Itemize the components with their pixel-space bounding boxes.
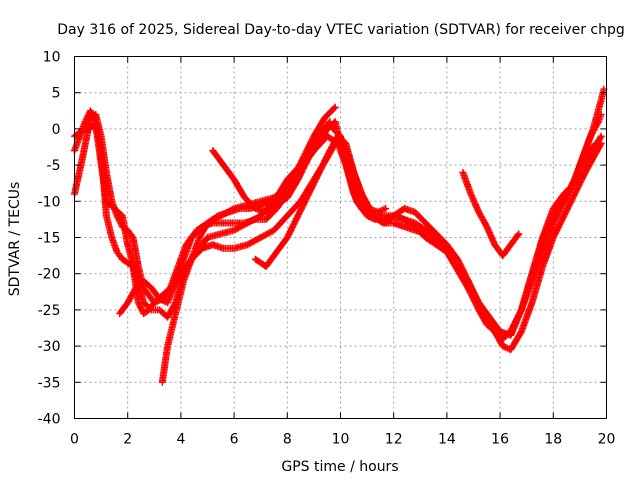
- x-axis-label: GPS time / hours: [281, 459, 398, 475]
- data-point-track-2: [90, 115, 98, 123]
- x-tick-label: 18: [544, 432, 562, 448]
- y-tick-label: -20: [38, 267, 61, 283]
- y-tick-label: 5: [52, 86, 61, 102]
- data-point-track-7: [377, 207, 385, 215]
- data-point-track-2: [500, 343, 508, 351]
- data-point-track-7: [379, 206, 387, 214]
- data-point-track-8: [514, 231, 522, 239]
- data-point-track-2: [86, 107, 94, 115]
- data-point-track-7: [374, 208, 382, 216]
- data-point-track-2: [137, 303, 145, 311]
- y-tick-label: -25: [38, 303, 61, 319]
- grid-lines: [74, 56, 607, 419]
- data-point-track-2: [135, 300, 143, 308]
- y-tick-label: 10: [43, 50, 61, 66]
- y-tick-label: -30: [38, 339, 61, 355]
- data-point-track-2: [137, 305, 145, 313]
- data-point-track-3: [146, 305, 154, 313]
- x-tick-label: 4: [176, 432, 185, 448]
- x-tick-labels: 0 2 4 6 8 10 12 14 16 18 20: [70, 432, 615, 448]
- x-tick-label: 10: [332, 432, 350, 448]
- data-point-track-2: [81, 118, 89, 126]
- data-point-track-4: [596, 141, 604, 149]
- data-point-track-7: [375, 207, 383, 215]
- data-point-track-2: [88, 110, 96, 118]
- data-point-track-3: [378, 218, 386, 226]
- data-point-track-2: [597, 132, 605, 140]
- y-tick-label: -40: [38, 412, 61, 428]
- data-point-track-8: [515, 230, 523, 238]
- x-tick-label: 2: [123, 432, 132, 448]
- data-point-track-5: [331, 103, 339, 111]
- data-point-track-2: [82, 116, 90, 124]
- x-tick-label: 8: [283, 432, 292, 448]
- data-point-track-4: [156, 295, 164, 303]
- data-point-track-7: [366, 205, 374, 213]
- x-tick-label: 12: [385, 432, 403, 448]
- y-tick-label: -5: [47, 158, 61, 174]
- y-tick-label: 0: [52, 122, 61, 138]
- data-markers: [71, 85, 608, 386]
- data-point-track-7: [382, 205, 390, 213]
- y-tick-label: -15: [38, 231, 61, 247]
- data-point-track-2: [90, 113, 97, 121]
- y-tick-label: -10: [38, 194, 61, 210]
- x-tick-label: 14: [438, 432, 456, 448]
- data-point-track-2: [83, 115, 91, 123]
- data-point-track-2: [91, 116, 99, 124]
- y-axis-label: SDTVAR / TECUs: [7, 182, 23, 297]
- data-point-track-7: [369, 206, 377, 214]
- y-tick-labels: -40 -35 -30 -25 -20 -15 -10 -5 0 5 10: [38, 50, 61, 428]
- data-point-track-7: [367, 205, 375, 213]
- data-point-track-2: [499, 342, 507, 350]
- y-tick-label: -35: [38, 375, 61, 391]
- axis-ticks: [74, 56, 607, 419]
- data-point-track-2: [502, 344, 510, 352]
- x-tick-label: 20: [598, 432, 616, 448]
- data-point-track-2: [89, 111, 97, 119]
- chart-title: Day 316 of 2025, Sidereal Day-to-day VTE…: [57, 22, 625, 38]
- data-point-track-2: [596, 134, 604, 142]
- data-point-track-4: [157, 296, 165, 304]
- x-tick-label: 16: [491, 432, 509, 448]
- x-tick-label: 0: [70, 432, 79, 448]
- data-point-track-6: [326, 118, 334, 126]
- data-point-track-7: [380, 205, 388, 213]
- data-point-track-4: [597, 139, 605, 147]
- x-tick-label: 6: [230, 432, 239, 448]
- data-point-track-2: [87, 108, 95, 116]
- data-point-track-2: [136, 302, 144, 310]
- data-point-track-6: [325, 119, 333, 127]
- data-point-track-7: [371, 207, 379, 215]
- data-point-track-5: [330, 104, 338, 112]
- data-point-track-2: [83, 113, 91, 121]
